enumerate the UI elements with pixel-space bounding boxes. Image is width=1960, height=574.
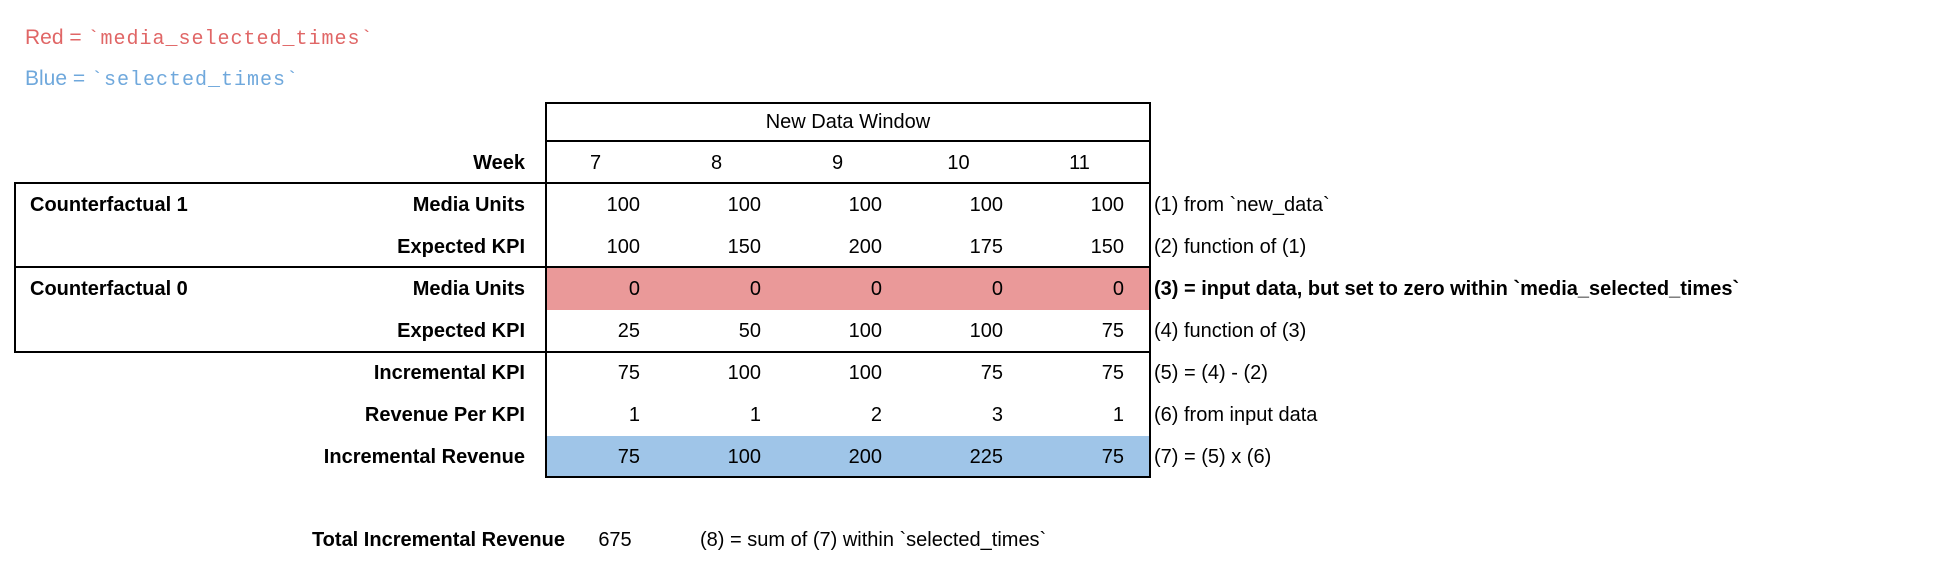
table-cell: 100 <box>606 235 640 258</box>
table-cell: 150 <box>727 235 761 258</box>
row-label: Media Units <box>412 277 525 300</box>
table-cell: 3 <box>991 403 1003 426</box>
table-cell: 200 <box>848 445 882 468</box>
table-cell: 1 <box>749 403 761 426</box>
legend-red-code: `media_selected_times` <box>87 28 374 51</box>
legend-blue-line: Blue = `selected_times` <box>25 59 374 100</box>
week-value: 8 <box>710 151 723 174</box>
table-cell: 100 <box>848 361 882 384</box>
table-row-expected-kpi-cf1: Expected KPI 100 150 200 175 150 (2) fun… <box>0 226 1960 268</box>
legend-blue-code: `selected_times` <box>90 69 299 92</box>
table-cell: 0 <box>1112 277 1124 300</box>
week-label: Week <box>473 151 525 174</box>
table-cell: 75 <box>1101 361 1124 384</box>
table-cell: 100 <box>848 193 882 216</box>
table-row-expected-kpi-cf0: Expected KPI 25 50 100 100 75 (4) functi… <box>0 310 1960 352</box>
legend-blue-prefix: Blue = <box>25 67 91 90</box>
table-row-media-units-cf1: Counterfactual 1 Media Units 100 100 100… <box>0 184 1960 226</box>
row-label: Expected KPI <box>397 235 525 258</box>
total-label: Total Incremental Revenue <box>311 528 565 551</box>
table-cell: 225 <box>969 445 1003 468</box>
table-row-revenue-per-kpi: Revenue Per KPI 1 1 2 3 1 (6) from input… <box>0 394 1960 436</box>
table-cell: 150 <box>1090 235 1124 258</box>
row-annotation: (3) = input data, but set to zero within… <box>1154 277 1740 300</box>
row-annotation: (6) from input data <box>1154 403 1318 426</box>
table-cell: 25 <box>617 319 640 342</box>
table-cell: 0 <box>628 277 640 300</box>
table-cell: 175 <box>969 235 1003 258</box>
week-row: Week 7 8 9 10 11 <box>0 142 1960 184</box>
table-cell: 1 <box>1112 403 1124 426</box>
table-row-incremental-revenue: Incremental Revenue 75 100 200 225 75 (7… <box>0 436 1960 478</box>
table-cell: 75 <box>1101 319 1124 342</box>
row-label: Incremental Revenue <box>323 445 525 468</box>
table-cell: 100 <box>969 193 1003 216</box>
table-cell: 1 <box>628 403 640 426</box>
row-label: Incremental KPI <box>373 361 525 384</box>
total-annotation: (8) = sum of (7) within `selected_times` <box>700 528 1047 551</box>
table-cell: 50 <box>738 319 761 342</box>
row-label: Revenue Per KPI <box>364 403 525 426</box>
table-cell: 100 <box>727 445 761 468</box>
legend-red-line: Red = `media_selected_times` <box>25 18 374 59</box>
table-cell: 100 <box>727 361 761 384</box>
selected-times-highlight <box>547 436 1149 477</box>
table-cell: 100 <box>848 319 882 342</box>
total-value: 675 <box>598 528 632 551</box>
row-label: Expected KPI <box>397 319 525 342</box>
table-cell: 2 <box>870 403 882 426</box>
row-annotation: (7) = (5) x (6) <box>1154 445 1272 468</box>
table-cell: 100 <box>969 319 1003 342</box>
total-row: Total Incremental Revenue 675 (8) = sum … <box>0 522 1960 558</box>
table-cell: 75 <box>980 361 1003 384</box>
table-cell: 75 <box>617 361 640 384</box>
row-annotation: (2) function of (1) <box>1154 235 1307 258</box>
color-legend: Red = `media_selected_times` Blue = `sel… <box>25 18 374 100</box>
table-cell: 0 <box>870 277 882 300</box>
table-cell: 100 <box>606 193 640 216</box>
table-cell: 0 <box>749 277 761 300</box>
new-data-window-header: New Data Window <box>765 110 931 133</box>
row-annotation: (1) from `new_data` <box>1154 193 1330 216</box>
week-value: 10 <box>947 151 970 174</box>
week-value: 11 <box>1069 151 1090 174</box>
row-label: Media Units <box>412 193 525 216</box>
counterfactual-0-label: Counterfactual 0 <box>30 277 188 300</box>
legend-red-prefix: Red = <box>25 26 88 49</box>
table-cell: 75 <box>1101 445 1124 468</box>
table-row-media-units-cf0: Counterfactual 0 Media Units 0 0 0 0 0 (… <box>0 268 1960 310</box>
media-selected-times-highlight <box>547 268 1149 310</box>
table-cell: 0 <box>991 277 1003 300</box>
table-cell: 100 <box>1090 193 1124 216</box>
row-annotation: (4) function of (3) <box>1154 319 1307 342</box>
row-annotation: (5) = (4) - (2) <box>1154 361 1268 384</box>
table-row-incremental-kpi: Incremental KPI 75 100 100 75 75 (5) = (… <box>0 352 1960 394</box>
table-cell: 75 <box>617 445 640 468</box>
counterfactual-1-label: Counterfactual 1 <box>30 193 188 216</box>
week-value: 7 <box>589 151 602 174</box>
table-cell: 200 <box>848 235 882 258</box>
table-cell: 100 <box>727 193 761 216</box>
week-value: 9 <box>831 151 844 174</box>
